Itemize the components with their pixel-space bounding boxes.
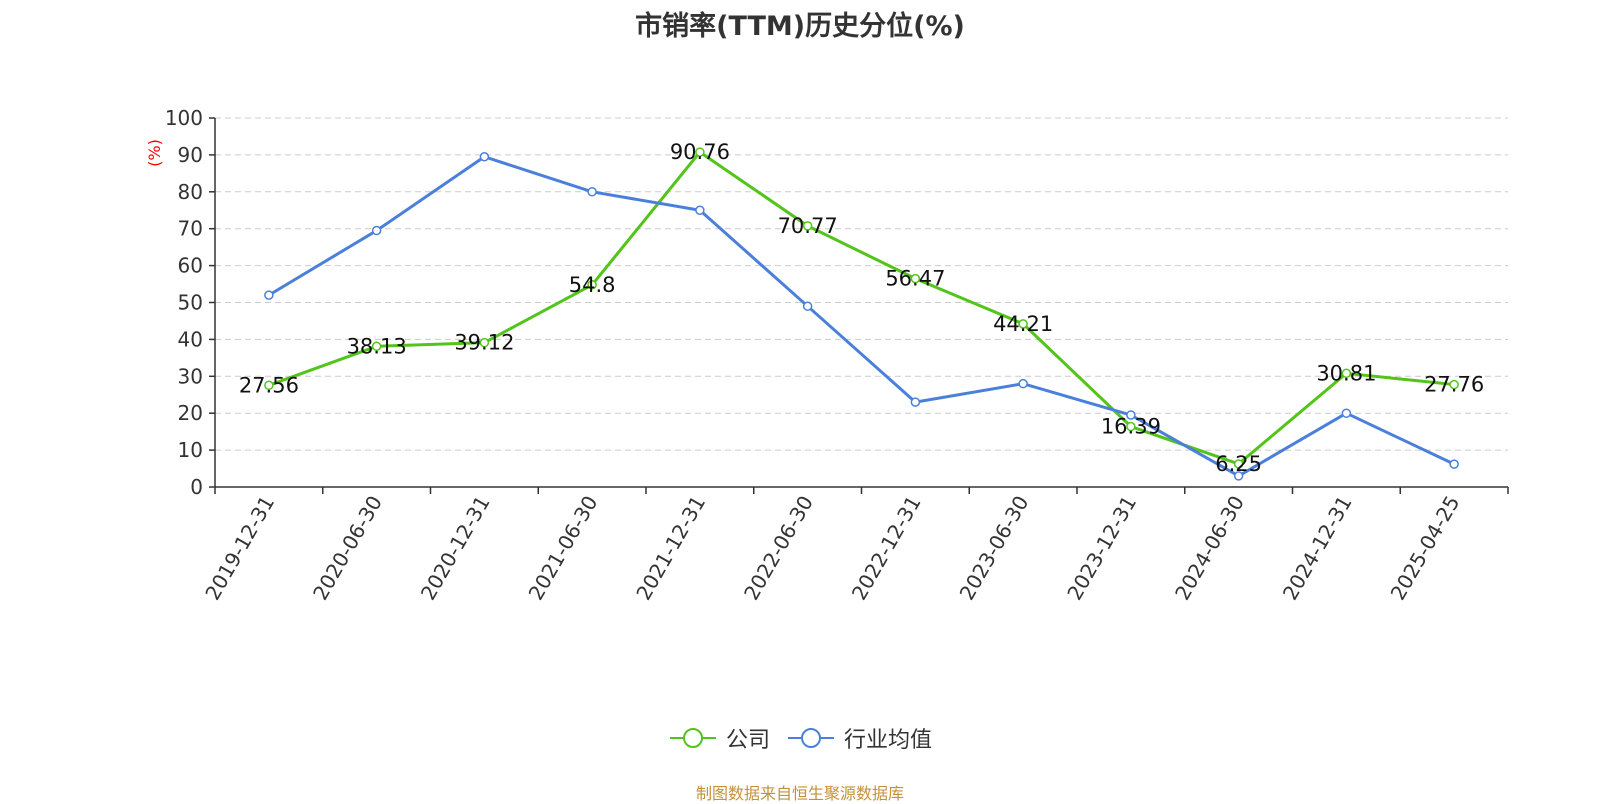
legend-company-symbol [669,728,716,748]
series-line-1 [268,155,1455,478]
y-tick-label: 80 [178,180,203,204]
y-tick-label: 100 [165,106,203,130]
data-point [1018,319,1028,329]
y-tick-label: 0 [190,475,203,499]
y-tick-label: 40 [178,327,203,351]
data-point [587,280,597,290]
data-point [802,301,813,311]
data-point [479,337,490,348]
y-tick-label: 20 [178,401,203,425]
data-point [371,225,382,236]
x-tick-label: 2025-04-25 [1386,492,1465,605]
legend-industry-label: 行业均值 [844,728,933,753]
y-axis-label: (%) [145,139,164,167]
data-label: 56.47 [885,267,945,291]
data-point [371,341,382,352]
series-line-0 [268,150,1455,466]
data-point [1126,410,1136,420]
y-tick-label: 60 [178,254,203,278]
data-point [1126,421,1136,432]
data-point [695,147,705,157]
data-point [264,380,274,391]
legend: 公司 行业均值 [0,722,1600,754]
x-tick-label: 2024-06-30 [1170,492,1249,605]
x-tick-label: 2019-12-31 [200,492,279,605]
x-tick-label: 2023-12-31 [1062,492,1141,605]
data-label: 54.8 [569,273,616,297]
data-point [910,397,921,407]
data-label: 6.25 [1215,452,1262,476]
data-point [1449,379,1459,390]
legend-item-company[interactable]: 公司 [668,722,770,754]
x-tick-label: 2020-12-31 [416,492,495,605]
data-point [479,151,490,162]
y-tick-label: 10 [178,438,203,462]
data-label: 38.13 [347,334,407,358]
y-tick-label: 90 [178,143,203,167]
data-point [802,221,813,231]
x-tick-label: 2021-06-30 [524,492,603,605]
x-tick-label: 2024-12-31 [1278,492,1357,605]
x-tick-label: 2021-12-31 [631,492,710,605]
data-point [1341,368,1352,379]
data-point [264,290,274,300]
legend-item-industry[interactable]: 行业均值 [786,722,932,754]
data-point [1449,459,1459,469]
x-tick-label: 2023-06-30 [955,492,1034,605]
chart-title: 市销率(TTM)历史分位(%) [635,11,965,42]
data-label: 27.56 [239,373,299,397]
legend-company-label: 公司 [725,728,770,753]
data-label: 70.77 [778,214,838,238]
legend-industry-symbol [788,728,834,748]
data-label: 39.12 [454,331,514,355]
data-label: 16.39 [1101,415,1161,439]
data-point [1341,408,1352,418]
data-point [910,273,921,284]
data-label: 27.76 [1424,373,1484,397]
y-tick-label: 30 [178,364,203,388]
x-tick-label: 2022-12-31 [847,492,926,605]
source-note: 制图数据来自恒生聚源数据库 [695,784,904,803]
data-label: 90.76 [670,140,730,164]
x-tick-label: 2020-06-30 [308,492,387,605]
y-tick-label: 50 [178,291,203,315]
data-point [1233,471,1244,481]
data-point [587,187,597,197]
data-label: 30.81 [1316,361,1376,385]
data-label: 44.21 [993,312,1053,336]
y-tick-label: 70 [178,217,203,241]
data-point [1018,378,1028,389]
data-point [1233,459,1244,469]
data-point [695,205,705,215]
x-tick-label: 2022-06-30 [739,492,818,605]
